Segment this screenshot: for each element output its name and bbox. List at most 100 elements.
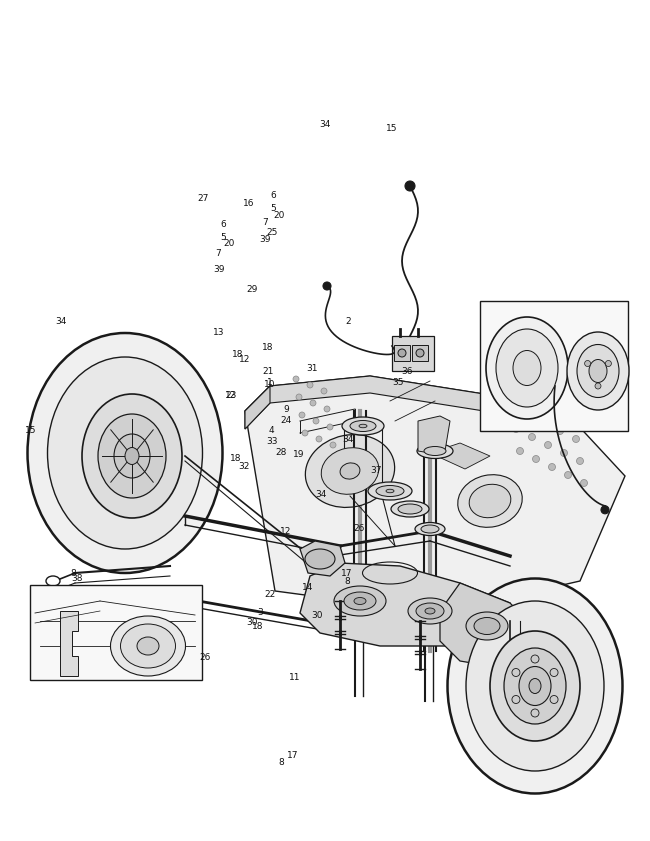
Ellipse shape	[82, 394, 182, 518]
Circle shape	[307, 382, 313, 388]
Polygon shape	[245, 386, 270, 429]
Ellipse shape	[519, 667, 551, 706]
Circle shape	[550, 669, 558, 676]
Ellipse shape	[466, 601, 604, 771]
Text: 18: 18	[252, 622, 263, 631]
Text: 20: 20	[274, 211, 285, 220]
Ellipse shape	[306, 435, 395, 507]
Polygon shape	[440, 583, 530, 666]
Ellipse shape	[447, 579, 623, 794]
Text: 15: 15	[25, 426, 37, 435]
Ellipse shape	[567, 332, 629, 410]
Text: 25: 25	[266, 228, 278, 236]
Circle shape	[556, 427, 564, 435]
Ellipse shape	[469, 484, 511, 518]
Ellipse shape	[577, 345, 619, 398]
Text: 14: 14	[302, 583, 314, 591]
Circle shape	[504, 382, 512, 389]
Ellipse shape	[486, 317, 568, 419]
Text: 12: 12	[239, 355, 250, 363]
Text: 38: 38	[71, 574, 83, 583]
Ellipse shape	[386, 489, 394, 493]
Circle shape	[302, 430, 308, 436]
Circle shape	[299, 412, 305, 418]
Circle shape	[560, 449, 567, 457]
Circle shape	[577, 458, 584, 464]
Circle shape	[532, 456, 540, 463]
Ellipse shape	[466, 612, 508, 640]
Bar	[30, 585, 202, 680]
Ellipse shape	[398, 504, 422, 514]
Polygon shape	[245, 376, 625, 613]
Text: 8: 8	[344, 578, 350, 586]
Ellipse shape	[344, 592, 376, 610]
Polygon shape	[60, 611, 78, 676]
Text: 35: 35	[392, 378, 404, 387]
Text: 15: 15	[385, 124, 397, 133]
Circle shape	[521, 389, 528, 396]
Circle shape	[316, 436, 322, 442]
Text: 37: 37	[370, 467, 382, 475]
Circle shape	[293, 376, 299, 382]
Circle shape	[605, 361, 612, 367]
Text: 34: 34	[315, 490, 327, 499]
Ellipse shape	[137, 637, 159, 655]
Text: 33: 33	[266, 437, 278, 446]
Circle shape	[525, 411, 532, 419]
Circle shape	[512, 426, 519, 432]
Ellipse shape	[321, 447, 379, 495]
Ellipse shape	[27, 333, 222, 573]
Text: 16: 16	[243, 199, 255, 208]
Polygon shape	[430, 443, 490, 469]
Circle shape	[528, 433, 536, 441]
Text: 7: 7	[263, 218, 268, 226]
Circle shape	[569, 414, 575, 420]
Circle shape	[512, 669, 520, 676]
Text: 39: 39	[259, 235, 270, 244]
Circle shape	[321, 388, 327, 394]
Ellipse shape	[111, 616, 185, 676]
Ellipse shape	[47, 357, 203, 549]
Text: 27: 27	[197, 194, 209, 203]
Circle shape	[531, 655, 539, 663]
Text: 26: 26	[200, 653, 211, 662]
Ellipse shape	[474, 617, 500, 634]
Text: 30: 30	[311, 611, 323, 620]
Bar	[412, 345, 428, 361]
Text: 18: 18	[262, 343, 274, 352]
Ellipse shape	[391, 501, 429, 517]
Circle shape	[327, 424, 333, 430]
Text: 30: 30	[246, 618, 258, 627]
Text: 12: 12	[280, 527, 292, 536]
Ellipse shape	[513, 351, 541, 385]
Circle shape	[310, 400, 316, 406]
Text: 29: 29	[246, 285, 258, 294]
Circle shape	[508, 404, 515, 410]
Text: 2: 2	[345, 317, 350, 325]
Ellipse shape	[416, 603, 444, 619]
Ellipse shape	[114, 434, 150, 478]
Circle shape	[324, 406, 330, 412]
Text: 10: 10	[264, 380, 276, 389]
Ellipse shape	[496, 329, 558, 407]
Circle shape	[595, 383, 601, 389]
Circle shape	[552, 405, 560, 412]
Ellipse shape	[417, 443, 453, 458]
Ellipse shape	[421, 525, 439, 533]
Ellipse shape	[589, 359, 607, 383]
Ellipse shape	[504, 648, 566, 724]
Text: 34: 34	[55, 317, 67, 325]
Text: 12: 12	[225, 391, 237, 399]
Circle shape	[601, 505, 609, 514]
Text: 24: 24	[280, 416, 292, 425]
Circle shape	[330, 442, 336, 448]
Text: 20: 20	[223, 240, 235, 248]
Ellipse shape	[305, 549, 335, 569]
Text: 8: 8	[278, 759, 283, 767]
Polygon shape	[300, 541, 345, 576]
Polygon shape	[245, 376, 560, 429]
Circle shape	[573, 436, 580, 442]
Circle shape	[531, 709, 539, 717]
Circle shape	[584, 361, 591, 367]
Circle shape	[536, 398, 543, 405]
